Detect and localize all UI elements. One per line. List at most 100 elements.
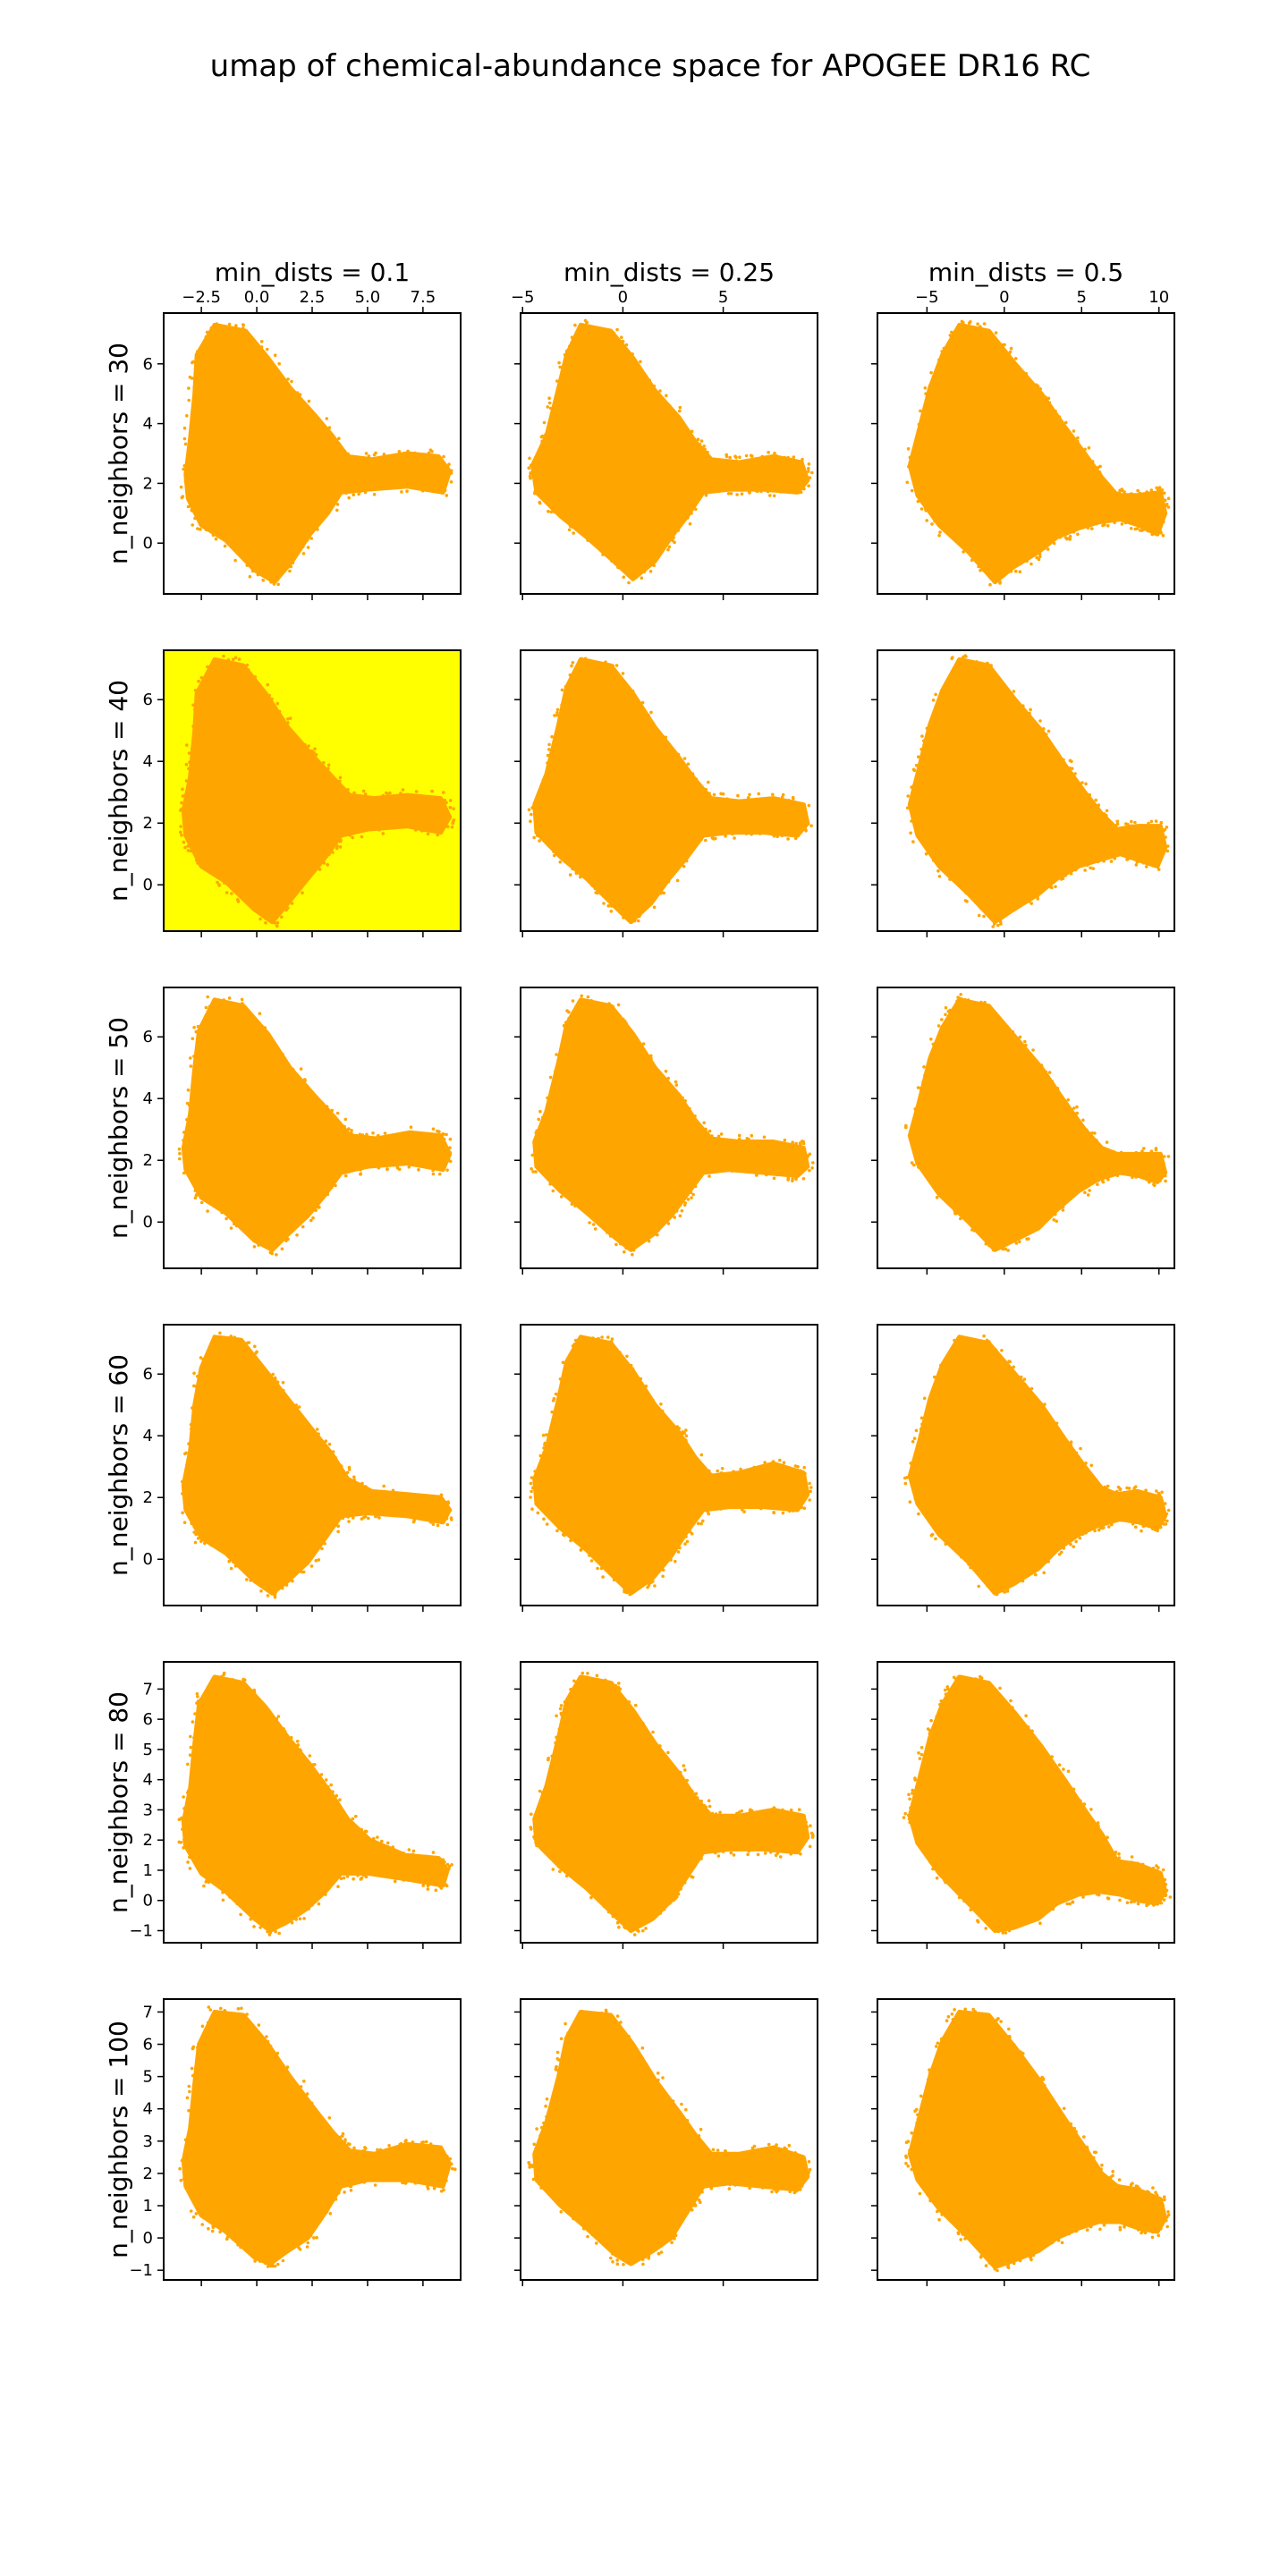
data-point xyxy=(233,1335,237,1339)
data-point xyxy=(413,451,417,455)
data-point xyxy=(227,660,231,664)
data-point xyxy=(540,1115,545,1120)
data-point xyxy=(572,1010,576,1013)
data-point xyxy=(215,661,219,665)
data-point xyxy=(683,1442,687,1445)
data-point xyxy=(267,2050,270,2054)
data-point xyxy=(1148,1493,1151,1497)
data-point xyxy=(354,462,358,465)
data-point xyxy=(627,2034,631,2038)
data-point xyxy=(919,1752,924,1757)
data-point xyxy=(351,2175,355,2179)
data-point xyxy=(960,1342,963,1345)
data-point xyxy=(546,1096,549,1100)
data-point xyxy=(183,2138,188,2142)
data-point xyxy=(959,1216,962,1221)
data-point xyxy=(331,775,335,778)
data-point xyxy=(436,833,440,837)
data-point xyxy=(801,1141,806,1146)
data-point xyxy=(346,788,350,792)
data-point xyxy=(532,2142,536,2147)
data-point xyxy=(953,877,956,881)
data-point xyxy=(914,1428,919,1433)
data-point xyxy=(309,1218,313,1223)
data-point xyxy=(800,827,804,832)
data-point xyxy=(547,1777,552,1781)
data-point xyxy=(1004,1931,1008,1935)
data-point xyxy=(562,2207,566,2212)
data-point xyxy=(414,828,418,832)
data-point xyxy=(538,790,542,794)
data-point xyxy=(364,1485,368,1488)
data-point xyxy=(1094,2169,1097,2173)
data-point xyxy=(275,2262,280,2267)
data-point xyxy=(807,466,810,470)
data-point xyxy=(536,1810,540,1815)
data-point xyxy=(676,1892,681,1896)
data-point xyxy=(696,1521,700,1526)
data-point xyxy=(1098,464,1102,469)
data-point xyxy=(800,1844,804,1849)
data-point xyxy=(673,2237,676,2241)
axes-frame xyxy=(520,649,818,932)
data-point xyxy=(1138,1867,1142,1871)
data-point xyxy=(289,556,292,560)
data-point xyxy=(620,678,624,682)
data-point xyxy=(661,2076,665,2080)
data-point xyxy=(570,1354,573,1358)
data-point xyxy=(352,1475,356,1479)
data-point xyxy=(1086,807,1090,811)
data-point xyxy=(361,789,366,793)
data-point xyxy=(187,2108,191,2113)
data-point xyxy=(1034,1572,1038,1577)
data-point xyxy=(369,2152,373,2156)
data-point xyxy=(928,845,931,850)
data-point xyxy=(1104,1486,1108,1490)
data-point xyxy=(963,997,967,1002)
data-point xyxy=(938,530,942,534)
data-point xyxy=(193,1196,198,1200)
data-point xyxy=(219,1674,224,1679)
data-point xyxy=(1075,781,1079,785)
data-point xyxy=(411,1512,415,1515)
data-point xyxy=(384,798,388,801)
data-point xyxy=(253,1703,257,1707)
data-point xyxy=(558,2199,563,2202)
data-point xyxy=(684,2107,688,2112)
data-point xyxy=(750,1133,754,1138)
data-point xyxy=(628,690,631,694)
data-point xyxy=(261,1581,265,1585)
data-point xyxy=(189,1423,193,1427)
data-point xyxy=(694,1125,699,1129)
data-point xyxy=(191,509,195,513)
data-point xyxy=(979,906,983,911)
data-point xyxy=(206,665,209,669)
data-point xyxy=(667,403,672,408)
data-point xyxy=(694,507,698,512)
data-point xyxy=(801,484,806,488)
data-point xyxy=(1148,861,1152,866)
data-point xyxy=(1091,1819,1095,1823)
data-point xyxy=(204,335,208,339)
data-point xyxy=(668,749,673,753)
data-point xyxy=(246,668,250,672)
data-point xyxy=(998,919,1003,924)
data-point xyxy=(735,2179,739,2183)
data-point xyxy=(640,2046,645,2050)
data-point xyxy=(189,1734,192,1739)
data-point xyxy=(919,1788,922,1792)
data-point xyxy=(904,1125,908,1130)
data-point xyxy=(548,2121,553,2124)
data-point xyxy=(1123,1513,1127,1516)
data-point xyxy=(199,700,202,705)
data-point xyxy=(275,920,280,925)
data-point xyxy=(1106,1896,1111,1901)
data-point xyxy=(621,339,624,343)
data-point xyxy=(1017,704,1021,708)
data-point xyxy=(914,1487,919,1492)
data-point xyxy=(583,871,587,876)
data-point xyxy=(945,1685,950,1689)
data-point xyxy=(233,549,238,553)
point-cloud xyxy=(902,1674,1173,1935)
data-point xyxy=(708,1170,712,1174)
